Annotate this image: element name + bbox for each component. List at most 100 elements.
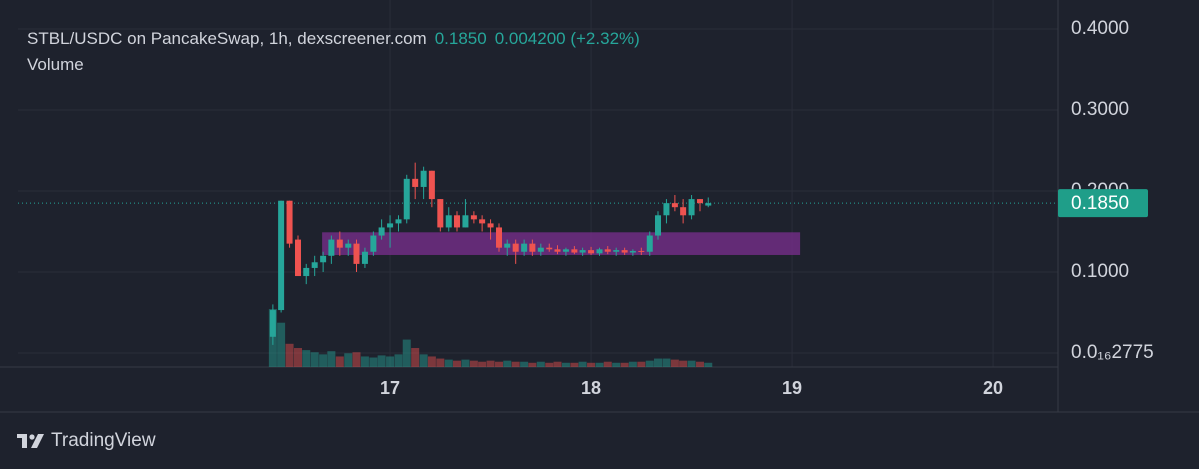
volume-bar [302,350,311,367]
zone-box [322,232,801,255]
volume-bar [495,361,504,367]
volume-bar [277,322,286,367]
last-price-badge [1058,189,1148,218]
last-price: 0.1850 [434,29,487,48]
volume-bar [687,360,696,367]
volume-bar [427,356,436,367]
x-tick-label: 18 [581,378,601,398]
candle-body [470,215,477,220]
volume-bar [310,352,319,367]
candle-body [487,223,494,228]
volume-bar [595,362,604,367]
volume-bar [327,351,336,367]
last-price-badge-label: 0.1850 [1071,193,1129,214]
volume-label: Volume [27,55,84,74]
volume-bar [352,352,361,367]
volume-bar [360,356,369,367]
candle-body [554,249,561,252]
candle-body [286,200,293,244]
volume-bar [419,354,428,367]
candle-body [504,243,511,248]
candle-body [370,235,377,252]
volume-bar [369,357,378,367]
candle-body [345,243,352,248]
volume-bar [478,361,487,367]
candle-body [621,250,628,253]
volume-bar [319,354,328,367]
candle-body [378,227,385,236]
candle-body [437,199,444,228]
volume-bar [570,362,579,367]
volume-bar [394,354,403,367]
brand-name: TradingView [51,430,156,451]
volume-bar [411,348,420,367]
candle-body [562,249,569,252]
volume-bar [578,361,587,367]
candle-body [646,235,653,252]
candle-body [596,249,603,254]
volume-bar [503,360,512,367]
candle-body [697,199,704,204]
candle-body [311,262,318,268]
candle-body [663,203,670,216]
volume-bar [587,362,596,367]
candle-body [529,243,536,252]
volume-bar [670,359,679,367]
candle-body [479,219,486,224]
candle-body [680,207,687,216]
volume-bar [553,361,562,367]
candle-body [512,243,519,252]
candle-body [638,250,645,252]
candle-body [445,215,452,228]
volume-bar [536,361,545,367]
volume-bar [654,358,662,367]
candle-body [428,170,435,200]
candle-body [546,247,553,250]
candle-body [303,267,310,277]
candle-body [336,239,343,248]
candle-body [604,249,611,252]
chart-title: STBL/USDC on PancakeSwap, 1h, dexscreene… [27,29,427,48]
candle-body [453,215,460,228]
footer: TradingView [17,430,156,452]
volume-bar [436,358,445,367]
volume-bar [511,361,520,367]
y-tick-label: 0.0₁₆2775 [1071,342,1154,363]
volume-bar [620,362,629,367]
volume-bar [645,360,654,367]
price-change-percent: (+2.32%) [570,29,640,48]
volume-bar [444,359,453,367]
x-tick-label: 19 [782,378,802,398]
volume-bar [662,358,671,367]
candle-body [671,203,678,208]
candle-body [269,310,276,337]
volume-bar [377,355,386,367]
volume-bar [335,356,344,367]
candle-body [521,243,528,252]
candle-body [295,239,301,277]
candle-body [328,239,335,256]
volume-bar [469,360,478,367]
volume-bar [628,361,637,367]
volume-bar [520,361,529,367]
candle-body [462,215,469,228]
candle-body [579,250,586,253]
legend-header: STBL/USDC on PancakeSwap, 1h, dexscreene… [27,29,640,49]
candle-body [387,223,394,228]
volume-bar [344,353,353,367]
volume-bar [637,361,646,367]
y-tick-label: 0.1000 [1071,261,1129,282]
volume-bar [704,362,713,367]
candle-body [353,243,360,264]
candle-body [655,215,661,236]
candle-body [613,250,620,252]
candle-body [705,203,712,206]
candle-body [537,247,544,252]
candle-body [320,255,327,263]
candle-body [588,250,595,254]
volume-bar [603,361,612,367]
volume-bar [461,359,470,367]
volume-bar [486,360,495,367]
